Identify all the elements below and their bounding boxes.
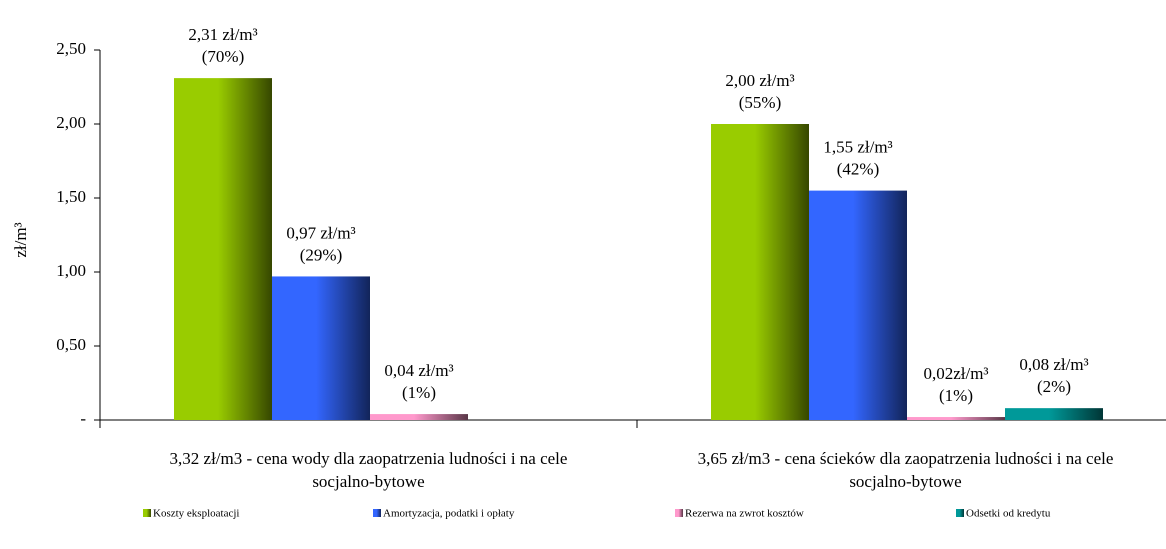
data-label: 0,02zł/m³ bbox=[923, 364, 988, 383]
share-label: (1%) bbox=[939, 386, 973, 405]
y-tick-label: 1,50 bbox=[56, 187, 86, 206]
y-tick-label: 2,50 bbox=[56, 39, 86, 58]
share-label: (2%) bbox=[1037, 377, 1071, 396]
share-label: (70%) bbox=[202, 47, 244, 66]
bar bbox=[1005, 408, 1103, 420]
x-tick-label: socjalno-bytowe bbox=[849, 472, 961, 491]
legend-label: Odsetki od kredytu bbox=[966, 508, 1051, 520]
legend-label: Rezerwa na zwrot kosztów bbox=[685, 508, 804, 520]
data-label: 1,55 zł/m³ bbox=[823, 138, 892, 157]
data-label: 2,31 zł/m³ bbox=[188, 25, 257, 44]
bar bbox=[907, 417, 1005, 420]
x-tick-label: 3,65 zł/m3 - cena ścieków dla zaopatrzen… bbox=[698, 449, 1114, 468]
bar bbox=[711, 124, 809, 420]
legend-label: Koszty eksploatacji bbox=[153, 508, 239, 520]
share-label: (1%) bbox=[402, 383, 436, 402]
x-tick-label: 3,32 zł/m3 - cena wody dla zaopatrzenia … bbox=[170, 449, 568, 468]
y-tick-label: 2,00 bbox=[56, 113, 86, 132]
legend-swatch bbox=[675, 509, 683, 517]
data-label: 0,04 zł/m³ bbox=[384, 361, 453, 380]
y-tick-label: 0,50 bbox=[56, 335, 86, 354]
bar bbox=[272, 276, 370, 420]
bar bbox=[370, 414, 468, 420]
legend-swatch bbox=[143, 509, 151, 517]
y-tick-label: 1,00 bbox=[56, 261, 86, 280]
data-label: 2,00 zł/m³ bbox=[725, 71, 794, 90]
legend-label: Amortyzacja, podatki i opłaty bbox=[383, 508, 515, 520]
share-label: (55%) bbox=[739, 93, 781, 112]
y-axis-label: zł/m³ bbox=[11, 222, 30, 257]
share-label: (42%) bbox=[837, 160, 879, 179]
share-label: (29%) bbox=[300, 245, 342, 264]
data-label: 0,08 zł/m³ bbox=[1019, 355, 1088, 374]
legend-swatch bbox=[373, 509, 381, 517]
data-label: 0,97 zł/m³ bbox=[286, 223, 355, 242]
y-tick-label: - bbox=[80, 409, 86, 428]
bar bbox=[174, 78, 272, 421]
legend-swatch bbox=[956, 509, 964, 517]
x-tick-label: socjalno-bytowe bbox=[312, 472, 424, 491]
bar bbox=[809, 190, 907, 420]
